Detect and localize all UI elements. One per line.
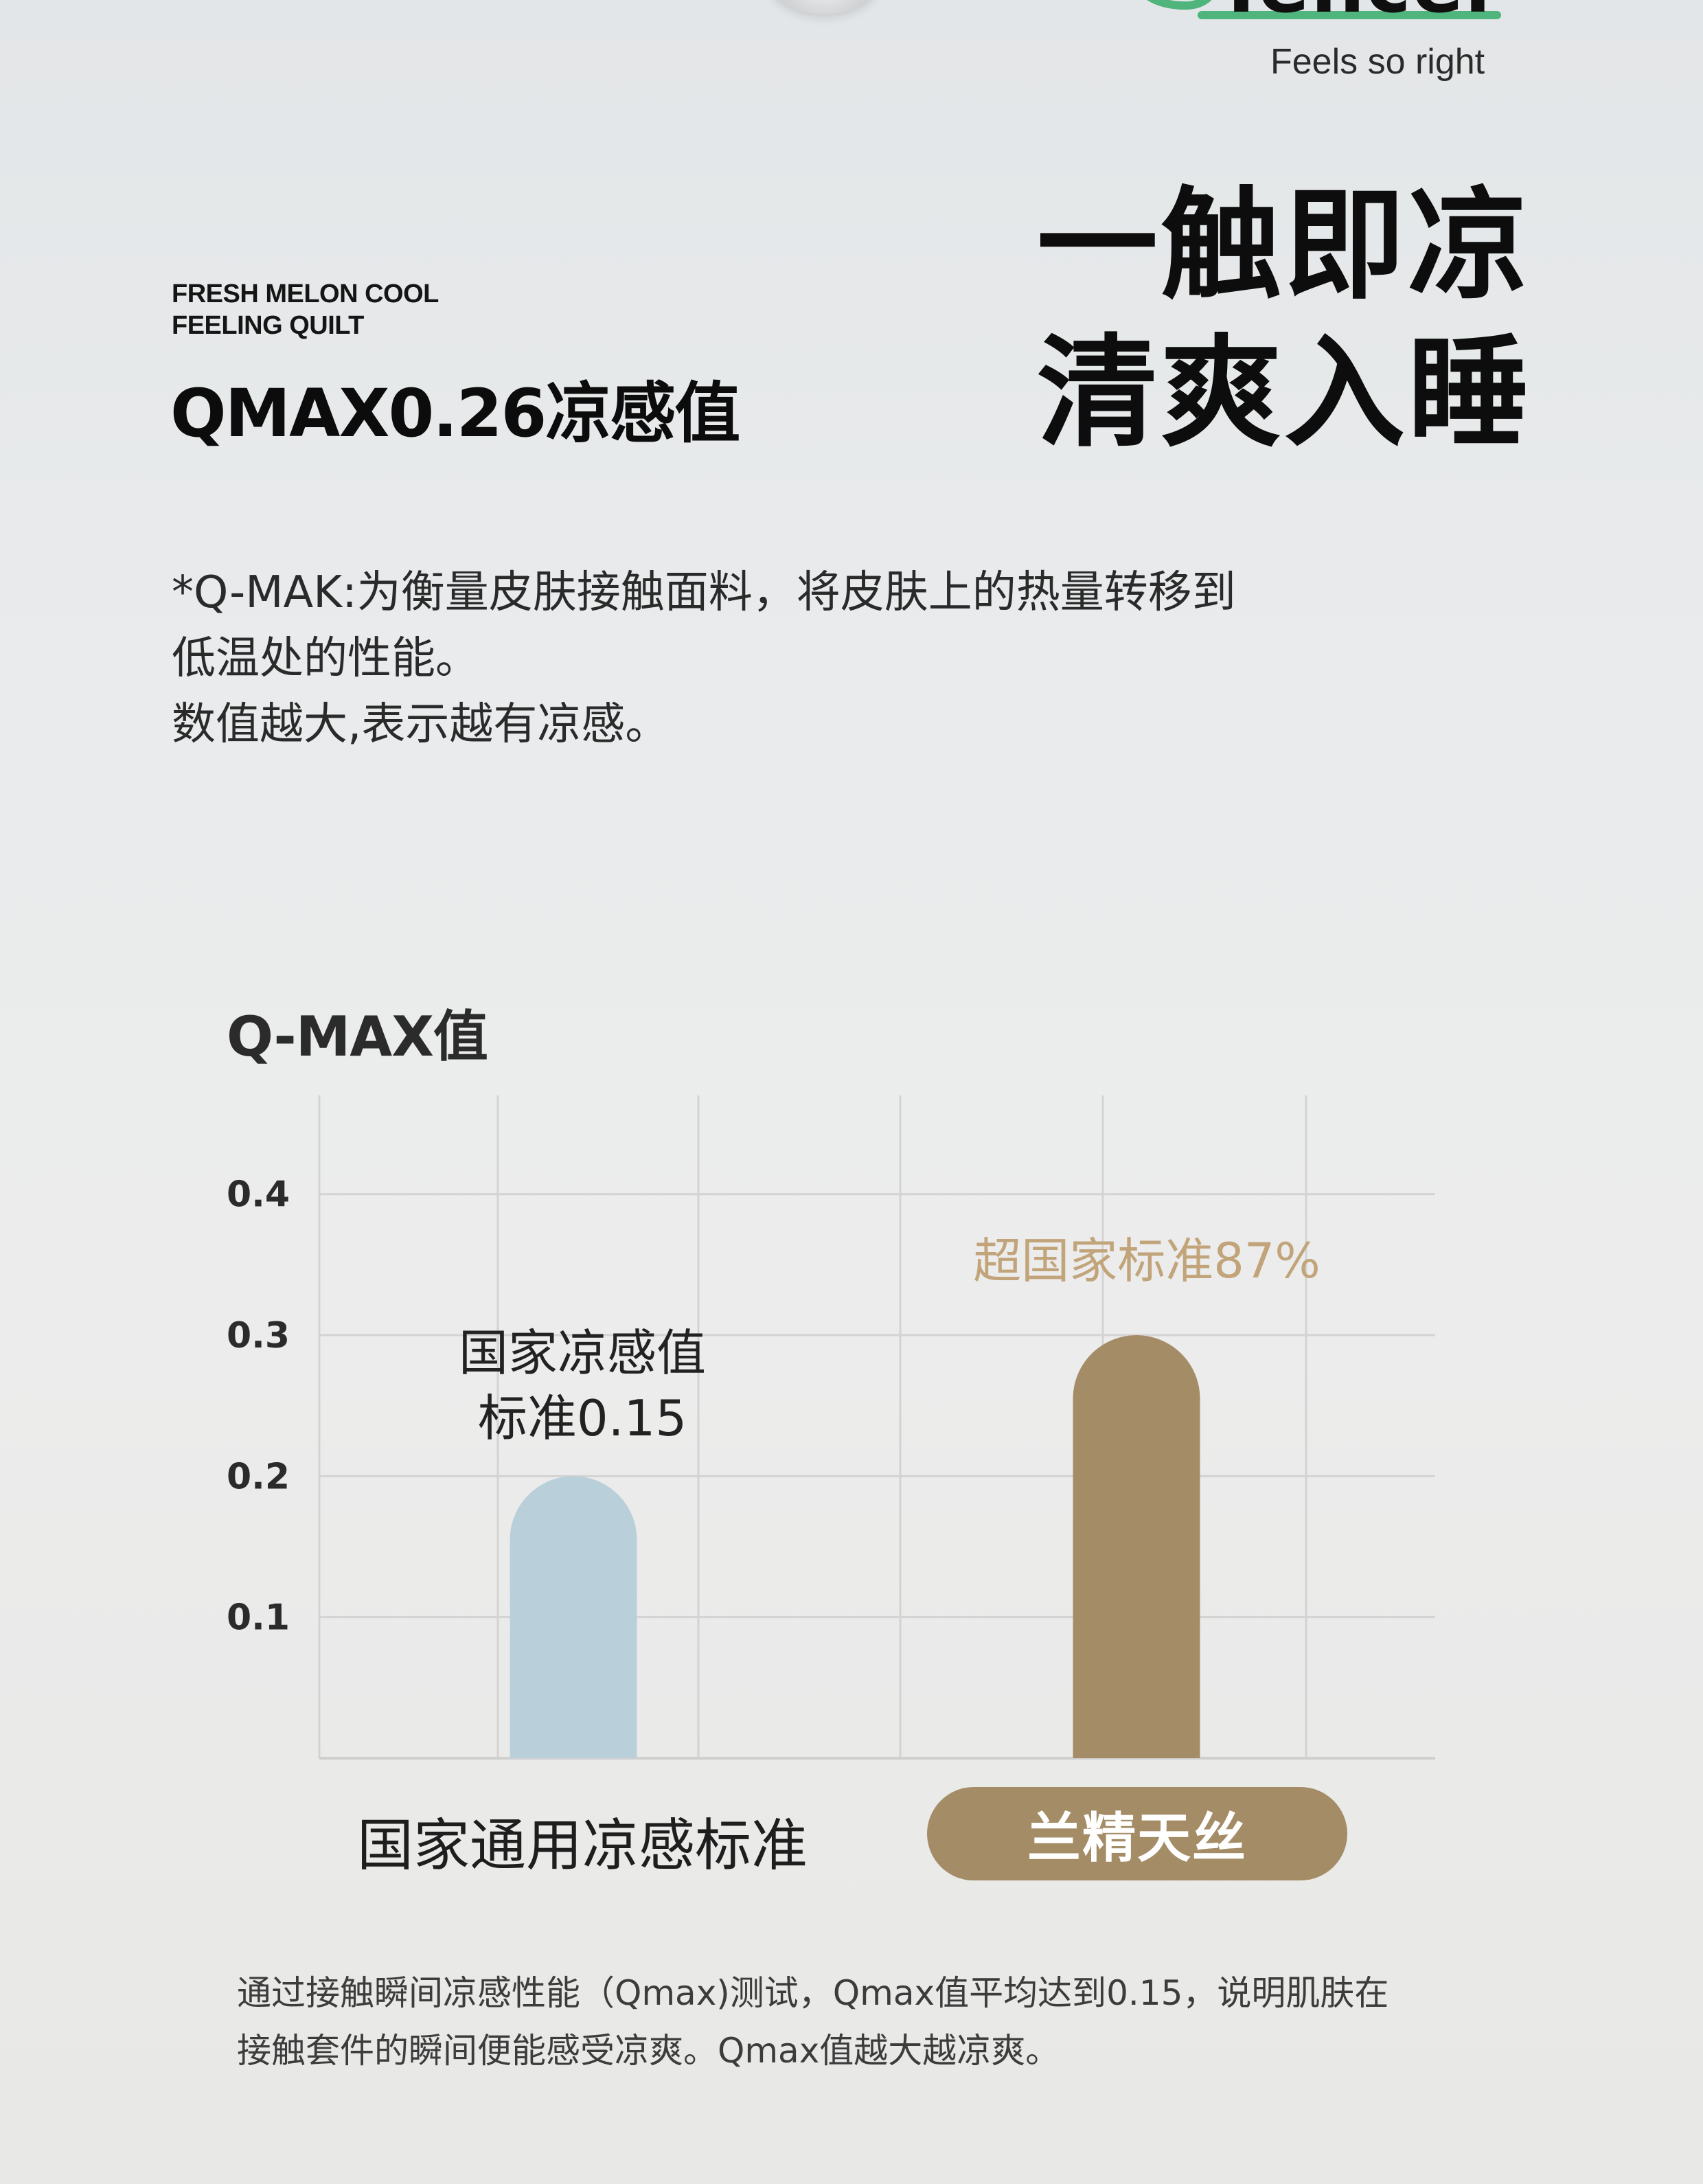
footnote-line: 接触套件的瞬间便能感受凉爽。Qmax值越大越凉爽。 (237, 2031, 1060, 2071)
category-label-national-standard: 国家通用凉感标准 (357, 1813, 808, 1878)
y-tick-label: 0.3 (227, 1315, 290, 1356)
bar-label-national-standard: 标准0.15 (478, 1389, 687, 1447)
y-axis-ticks: 0.1 0.2 0.3 0.4 (227, 1174, 290, 1639)
description-line: 低温处的性能。 (172, 633, 479, 684)
decorative-knob (769, 0, 879, 14)
bar-label-exceeds-standard: 超国家标准87% (973, 1233, 1321, 1289)
chart-grid (318, 1095, 1435, 1760)
y-tick-label: 0.4 (227, 1174, 290, 1216)
chart-bar (1073, 1335, 1200, 1758)
y-tick-label: 0.2 (227, 1456, 290, 1497)
product-english-name: FRESH MELON COOL FEELING QUILT (172, 278, 584, 341)
slogan-line-1: 一触即凉 (1036, 175, 1531, 316)
product-name-line: FEELING QUILT (172, 311, 364, 340)
brand-logo: Tencel Feels so right (1099, 0, 1524, 96)
brand-wordmark: Tencel (1215, 0, 1492, 23)
qmax-description: *Q-MAK:为衡量皮肤接触面料，将皮肤上的热量转移到 低温处的性能。 数值越大… (172, 560, 1476, 758)
test-footnote: 通过接触瞬间凉感性能（Qmax)测试，Qmax值平均达到0.15，说明肌肤在 接… (237, 1964, 1507, 2080)
y-tick-label: 0.1 (227, 1597, 290, 1639)
chart-bars (510, 1335, 1200, 1758)
description-line: 数值越大,表示越有凉感。 (172, 699, 670, 750)
category-pill-tencel: 兰精天丝 (927, 1787, 1347, 1880)
product-name-line: FRESH MELON COOL (172, 280, 439, 308)
slogan-line-2: 清爽入睡 (1036, 323, 1531, 464)
category-label-tencel: 兰精天丝 (1027, 1808, 1247, 1869)
qmax-heading: QMAX0.26凉感值 (170, 375, 740, 452)
chart-title: Q-MAX值 (227, 1005, 488, 1069)
description-line: *Q-MAK:为衡量皮肤接触面料，将皮肤上的热量转移到 (172, 567, 1236, 618)
chart-bar (510, 1476, 637, 1758)
brand-tagline: Feels so right (1270, 42, 1485, 82)
footnote-line: 通过接触瞬间凉感性能（Qmax)测试，Qmax值平均达到0.15，说明肌肤在 (237, 1973, 1389, 2013)
bar-label-national-standard: 国家凉感值 (459, 1324, 706, 1382)
logo-swirl-icon (1147, 0, 1501, 19)
